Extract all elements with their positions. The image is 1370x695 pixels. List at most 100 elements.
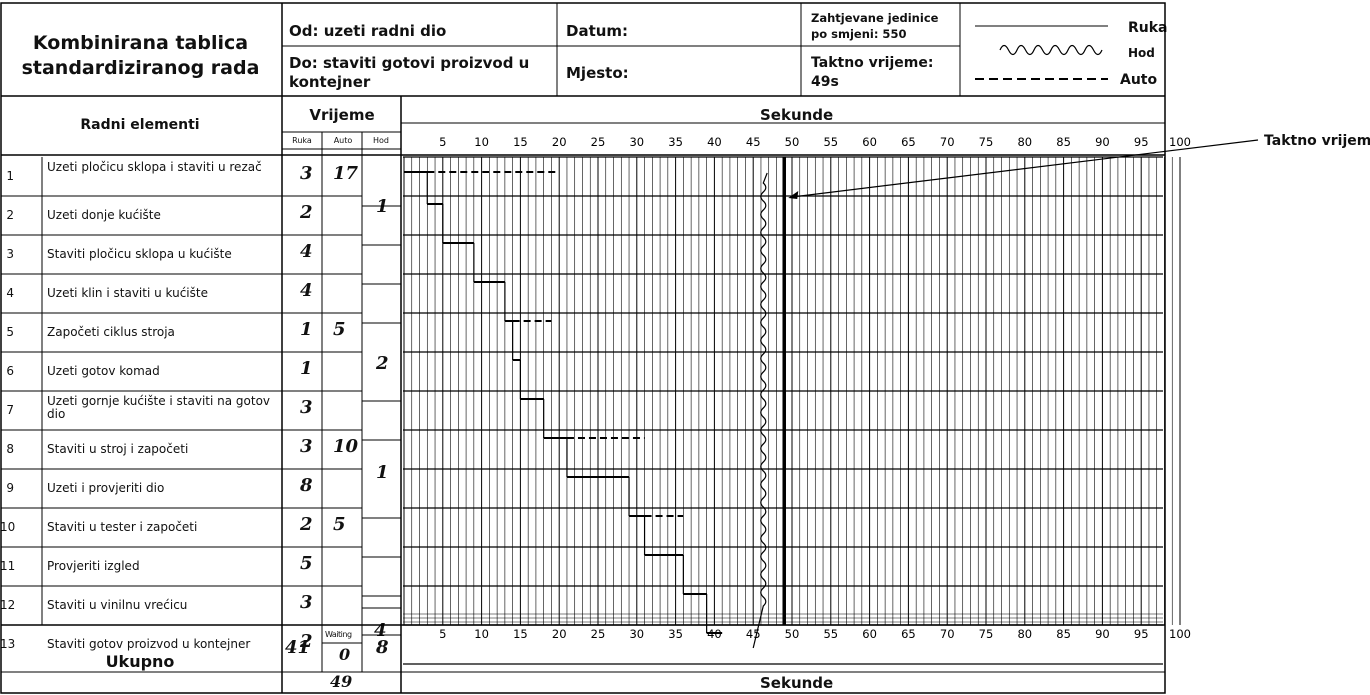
axis-tick-label-top: 100 xyxy=(1169,135,1191,149)
total-walk-time: 8 xyxy=(376,637,389,658)
takt-time-annotation: Taktno vrijeme xyxy=(1264,133,1370,149)
total-label: Ukupno xyxy=(105,652,175,671)
element-number: 2 xyxy=(6,208,14,222)
takt-annotation-arrowhead xyxy=(788,191,799,199)
axis-tick-label-top: 60 xyxy=(862,135,877,149)
time-header: Vrijeme xyxy=(309,106,375,124)
axis-tick-label-bottom: 55 xyxy=(823,627,838,641)
axis-tick-label-bottom: 75 xyxy=(979,627,994,641)
element-number: 1 xyxy=(6,169,14,183)
axis-tick-label-bottom: 50 xyxy=(785,627,800,641)
hand-time: 8 xyxy=(300,475,313,496)
axis-tick-label-top: 90 xyxy=(1095,135,1110,149)
element-number: 9 xyxy=(6,481,14,495)
required-units-line1: Zahtjevane jedinice xyxy=(811,11,939,25)
axis-tick-label-bottom: 60 xyxy=(862,627,877,641)
hand-time: 4 xyxy=(300,280,313,301)
axis-tick-label-bottom: 85 xyxy=(1056,627,1071,641)
auto-time: 5 xyxy=(333,514,346,535)
hod-column-header: Hod xyxy=(373,136,389,145)
axis-tick-label-top: 70 xyxy=(940,135,955,149)
sheet-title-line2: standardiziranog rada xyxy=(21,57,260,79)
walk-time-3: 1 xyxy=(376,462,389,483)
element-name: Staviti u stroj i započeti xyxy=(47,442,189,456)
element-number: 10 xyxy=(0,520,16,534)
auto-time: 17 xyxy=(333,163,359,184)
walk-time-2: 2 xyxy=(376,353,389,374)
axis-tick-label-top: 75 xyxy=(979,135,994,149)
element-name: Uzeti donje kućište xyxy=(47,208,161,222)
element-name: Staviti u vinilnu vrećicu xyxy=(47,598,188,612)
total-time: 49 xyxy=(330,672,353,691)
axis-tick-label-top: 40 xyxy=(707,135,722,149)
element-name: Uzeti pločicu sklopa i staviti u rezač xyxy=(47,160,262,174)
element-name: Uzeti gotov komad xyxy=(47,364,160,378)
axis-tick-label-top: 15 xyxy=(513,135,528,149)
element-number: 4 xyxy=(6,286,14,300)
axis-tick-label-bottom: 10 xyxy=(474,627,489,641)
hand-time: 3 xyxy=(300,436,313,457)
waiting-label: Waiting xyxy=(325,630,352,639)
sheet-title-line1: Kombinirana tablica xyxy=(32,32,249,54)
element-number: 8 xyxy=(6,442,14,456)
hand-time: 3 xyxy=(300,397,313,418)
axis-tick-label-top: 5 xyxy=(439,135,446,149)
element-number: 7 xyxy=(6,403,14,417)
element-name: Uzeti i provjeriti dio xyxy=(47,481,165,495)
ruka-column-header: Ruka xyxy=(292,136,312,145)
auto-time: 5 xyxy=(333,319,346,340)
axis-tick-label-bottom: 5 xyxy=(439,627,446,641)
element-number: 13 xyxy=(0,637,16,651)
axis-tick-label-top: 10 xyxy=(474,135,489,149)
legend-hod-label: Hod xyxy=(1128,46,1155,60)
place-field: Mjesto: xyxy=(566,64,629,82)
axis-tick-label-top: 45 xyxy=(746,135,761,149)
walk-return-path xyxy=(752,172,768,649)
waiting-time: 0 xyxy=(339,645,351,664)
legend-auto-label: Auto xyxy=(1120,72,1158,88)
axis-tick-label-bottom: 100 xyxy=(1169,627,1191,641)
axis-tick-label-top: 35 xyxy=(668,135,683,149)
legend-hod-wave xyxy=(999,44,1103,56)
axis-tick-label-bottom: 90 xyxy=(1095,627,1110,641)
auto-time: 10 xyxy=(333,436,359,457)
auto-column-header: Auto xyxy=(333,136,353,145)
axis-tick-label-top: 95 xyxy=(1134,135,1149,149)
hand-time: 5 xyxy=(300,553,313,574)
element-number: 6 xyxy=(6,364,14,378)
element-number: 5 xyxy=(6,325,14,339)
hand-time: 2 xyxy=(300,514,313,535)
hand-time: 4 xyxy=(300,241,313,262)
hand-time: 1 xyxy=(300,319,313,340)
hand-time: 2 xyxy=(300,202,313,223)
axis-tick-label-bottom: 80 xyxy=(1017,627,1032,641)
element-name: Provjeriti izgled xyxy=(47,559,140,573)
required-units-line2: po smjeni: 550 xyxy=(811,27,907,41)
axis-tick-label-bottom: 95 xyxy=(1134,627,1149,641)
takt-annotation-arrow xyxy=(792,139,1259,198)
to-field-line2: kontejner xyxy=(289,73,371,91)
axis-tick-label-bottom: 20 xyxy=(552,627,567,641)
element-number: 3 xyxy=(6,247,14,261)
date-field: Datum: xyxy=(566,22,629,40)
takt-time-value: 49s xyxy=(811,74,839,90)
element-name: Staviti u tester i započeti xyxy=(47,520,198,534)
axis-tick-label-bottom: 30 xyxy=(629,627,644,641)
axis-tick-label-top: 80 xyxy=(1017,135,1032,149)
element-name: Staviti pločicu sklopa u kućište xyxy=(47,247,232,261)
axis-tick-label-top: 25 xyxy=(591,135,606,149)
axis-tick-label-bottom: 65 xyxy=(901,627,916,641)
axis-tick-label-top: 55 xyxy=(823,135,838,149)
axis-tick-label-top: 50 xyxy=(785,135,800,149)
axis-tick-label-top: 20 xyxy=(552,135,567,149)
element-name: Staviti gotov proizvod u kontejner xyxy=(47,637,251,651)
element-name: Započeti ciklus stroja xyxy=(47,325,175,339)
hand-time: 1 xyxy=(300,358,313,379)
axis-tick-label-top: 30 xyxy=(629,135,644,149)
axis-tick-label-bottom: 25 xyxy=(591,627,606,641)
axis-tick-label-top: 85 xyxy=(1056,135,1071,149)
axis-tick-label-bottom: 70 xyxy=(940,627,955,641)
element-number: 12 xyxy=(0,598,16,612)
